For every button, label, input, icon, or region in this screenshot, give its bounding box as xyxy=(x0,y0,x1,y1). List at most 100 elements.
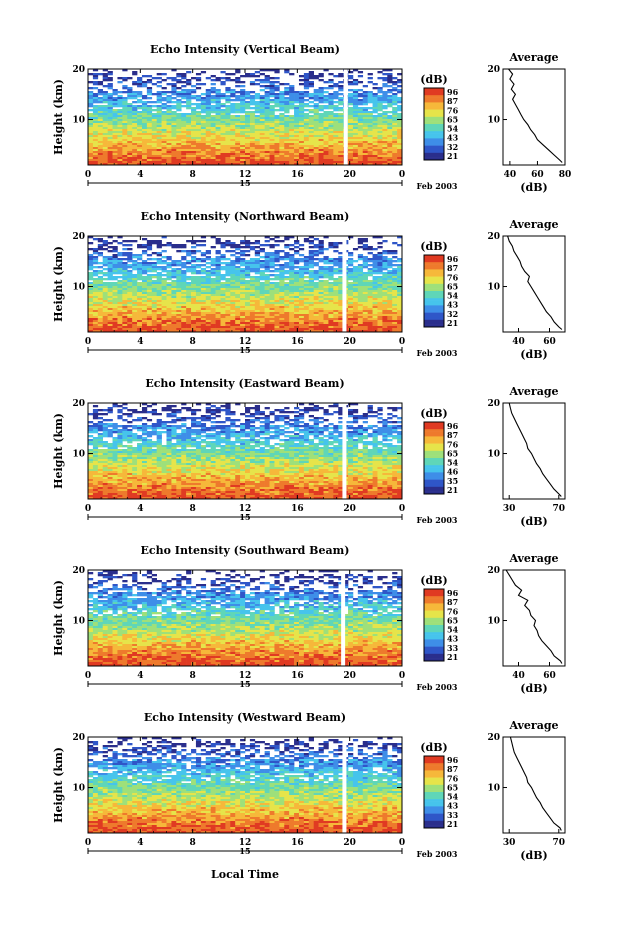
colorbar-tick-label: 54 xyxy=(447,124,459,134)
average-title: Average xyxy=(508,51,558,64)
x-tick-label: 0 xyxy=(399,170,405,180)
y-axis-label: Height (km) xyxy=(52,580,65,656)
colorbar-tick-label: 21 xyxy=(447,485,458,495)
colorbar-tick-label: 76 xyxy=(447,272,459,282)
average-title: Average xyxy=(508,218,558,231)
average-y-tick-label: 20 xyxy=(487,733,500,743)
average-frame xyxy=(502,235,566,333)
x-tick-label: 8 xyxy=(190,170,196,180)
average-y-tick-label: 10 xyxy=(487,283,500,293)
average-x-tick-label: 30 xyxy=(503,504,516,514)
y-tick-label: 20 xyxy=(72,232,85,242)
colorbar-frame xyxy=(423,755,445,829)
average-y-tick-label: 10 xyxy=(487,784,500,794)
average-y-tick-label: 10 xyxy=(487,116,500,126)
date-label: Feb 2003 xyxy=(417,849,458,859)
y-tick-label: 10 xyxy=(72,116,85,126)
colorbar-tick-label: 65 xyxy=(447,782,458,792)
colorbar-tick-label: 65 xyxy=(447,448,458,458)
panel-5: Echo Intensity (Westward Beam) 0 4 8 12 16 20 0… xyxy=(52,711,566,862)
x-tick-label: 8 xyxy=(190,838,196,848)
y-tick-label: 20 xyxy=(72,733,85,743)
colorbar-tick-label: 54 xyxy=(447,792,459,802)
colorbar-tick-label: 76 xyxy=(447,773,459,783)
y-axis-label: Height (km) xyxy=(52,246,65,322)
data-gap xyxy=(343,69,348,165)
average-x-label: (dB) xyxy=(520,348,547,361)
colorbar xyxy=(424,255,444,328)
colorbar-tick-label: 65 xyxy=(447,281,458,291)
colorbar-tick-label: 54 xyxy=(447,458,459,468)
date-label: Feb 2003 xyxy=(417,515,458,525)
colorbar-frame xyxy=(423,421,445,495)
colorbar-tick-label: 87 xyxy=(447,764,458,774)
average-frame xyxy=(502,736,566,834)
panel-title: Echo Intensity (Southward Beam) xyxy=(141,544,350,557)
average-x-tick-label: 80 xyxy=(559,170,572,180)
x-tick-label: 16 xyxy=(291,671,304,681)
day-label: 15 xyxy=(239,679,250,689)
colorbar-tick-label: 32 xyxy=(447,142,458,152)
heatmap xyxy=(88,69,403,166)
heatmap xyxy=(88,737,403,834)
x-tick-label: 0 xyxy=(399,504,405,514)
colorbar-tick-label: 87 xyxy=(447,430,458,440)
colorbar xyxy=(424,88,444,161)
date-label: Feb 2003 xyxy=(417,181,458,191)
average-title: Average xyxy=(508,719,558,732)
x-tick-label: 0 xyxy=(85,170,91,180)
data-gap xyxy=(342,737,347,833)
colorbar-tick-label: 35 xyxy=(447,476,458,486)
x-tick-label: 0 xyxy=(399,838,405,848)
average-y-tick-label: 20 xyxy=(487,65,500,75)
colorbar-tick-label: 96 xyxy=(447,87,459,97)
x-tick-label: 12 xyxy=(239,504,252,514)
colorbar-frame xyxy=(423,87,445,161)
date-label: Feb 2003 xyxy=(417,348,458,358)
colorbar-unit: (dB) xyxy=(420,73,447,86)
x-tick-label: 20 xyxy=(343,170,356,180)
x-tick-label: 4 xyxy=(137,838,143,848)
colorbar-tick-label: 54 xyxy=(447,291,459,301)
average-profile-line xyxy=(509,736,562,831)
x-tick-label: 4 xyxy=(137,671,143,681)
panel-2: Echo Intensity (Northward Beam) 0 4 8 12 16 20… xyxy=(52,210,566,361)
colorbar-tick-label: 54 xyxy=(447,625,459,635)
x-tick-label: 0 xyxy=(85,504,91,514)
x-tick-label: 20 xyxy=(343,504,356,514)
average-profile-line xyxy=(508,68,563,163)
average-x-tick-label: 60 xyxy=(531,170,544,180)
x-tick-label: 0 xyxy=(85,671,91,681)
y-axis-label: Height (km) xyxy=(52,79,65,155)
panel-title: Echo Intensity (Northward Beam) xyxy=(141,210,350,223)
x-tick-label: 12 xyxy=(239,337,252,347)
colorbar-tick-label: 76 xyxy=(447,606,459,616)
x-axis-label: Local Time xyxy=(211,868,279,881)
average-x-label: (dB) xyxy=(520,515,547,528)
average-x-label: (dB) xyxy=(520,849,547,862)
day-label: 15 xyxy=(239,846,250,856)
x-tick-label: 16 xyxy=(291,504,304,514)
panel-3: Echo Intensity (Eastward Beam) 0 4 8 12 16 20 0… xyxy=(52,377,566,528)
x-tick-label: 16 xyxy=(291,337,304,347)
x-tick-label: 20 xyxy=(343,838,356,848)
colorbar-tick-label: 33 xyxy=(447,643,459,653)
day-label: 15 xyxy=(239,178,250,188)
average-y-tick-label: 20 xyxy=(487,566,500,576)
panel-4: Echo Intensity (Southward Beam) 0 4 8 12 16 20… xyxy=(52,544,566,695)
x-tick-label: 8 xyxy=(190,337,196,347)
colorbar-tick-label: 32 xyxy=(447,309,458,319)
colorbar-tick-label: 87 xyxy=(447,96,458,106)
x-tick-label: 16 xyxy=(291,838,304,848)
colorbar-tick-label: 65 xyxy=(447,114,458,124)
average-y-tick-label: 10 xyxy=(487,617,500,627)
average-profile-line xyxy=(505,569,563,664)
colorbar xyxy=(424,756,444,829)
y-tick-label: 10 xyxy=(72,784,85,794)
average-x-tick-label: 70 xyxy=(553,504,566,514)
average-x-tick-label: 60 xyxy=(543,671,556,681)
y-tick-label: 10 xyxy=(72,283,85,293)
colorbar-unit: (dB) xyxy=(420,240,447,253)
colorbar-tick-label: 43 xyxy=(447,300,459,310)
colorbar-tick-label: 96 xyxy=(447,254,459,264)
